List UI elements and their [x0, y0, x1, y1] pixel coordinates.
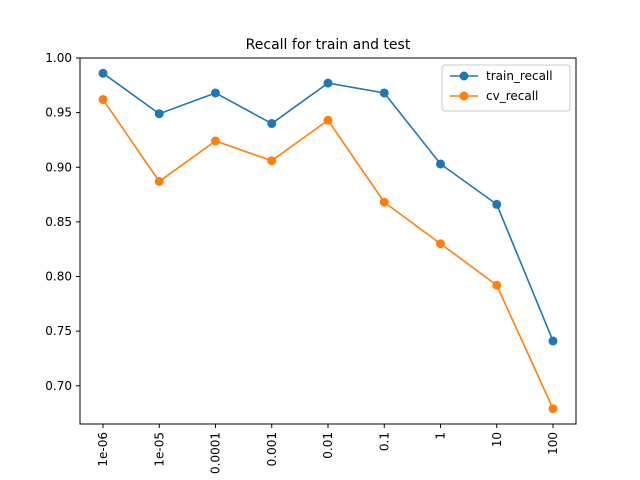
- y-tick-label: 0.90: [45, 160, 72, 174]
- data-point-cv_recall: [379, 197, 389, 207]
- x-tick-label: 1e-05: [152, 432, 166, 467]
- data-point-train_recall: [154, 109, 164, 119]
- x-tick-label: 100: [546, 432, 560, 455]
- data-point-train_recall: [548, 336, 558, 346]
- data-point-cv_recall: [211, 136, 220, 146]
- series-layer: [98, 68, 558, 414]
- data-point-cv_recall: [436, 239, 445, 249]
- y-tick-label: 1.00: [45, 51, 72, 65]
- data-point-cv_recall: [548, 404, 558, 414]
- y-tick-label: 0.85: [45, 215, 72, 229]
- x-tick-label: 1: [434, 432, 448, 440]
- data-point-train_recall: [267, 119, 277, 129]
- legend-marker-cv_recall: [459, 91, 469, 101]
- x-tick-label: 0.0001: [209, 432, 223, 474]
- axis-ticks-layer: 0.70 0.75 0.80 0.85 0.90 0.95 1.00 1e-06 1e-05 0.…: [45, 51, 560, 474]
- data-point-train_recall: [379, 88, 389, 98]
- data-point-train_recall: [492, 199, 502, 209]
- data-point-cv_recall: [492, 280, 502, 290]
- x-tick-label: 10: [490, 432, 504, 447]
- data-point-cv_recall: [98, 95, 108, 105]
- y-tick-label: 0.70: [45, 379, 72, 393]
- x-tick-label: 1e-06: [96, 432, 110, 467]
- x-tick-label: 0.01: [321, 432, 335, 459]
- plot-area-background: [80, 58, 576, 424]
- data-point-cv_recall: [267, 156, 277, 166]
- plot-area-frame: [79, 57, 577, 425]
- legend-label-train_recall: train_recall: [486, 69, 553, 83]
- data-point-train_recall: [323, 78, 333, 88]
- x-tick-label: 0.001: [265, 432, 279, 466]
- legend-label-cv_recall: cv_recall: [486, 89, 538, 103]
- legend: train_recall cv_recall: [441, 64, 571, 112]
- chart-title: Recall for train and test: [246, 37, 411, 53]
- x-tick-label: 0.1: [377, 432, 391, 451]
- data-point-train_recall: [436, 159, 445, 169]
- data-point-cv_recall: [323, 115, 333, 125]
- y-tick-label: 0.95: [45, 106, 72, 120]
- legend-marker-train_recall: [459, 71, 469, 81]
- data-point-train_recall: [98, 68, 108, 78]
- data-point-cv_recall: [154, 176, 164, 186]
- y-tick-label: 0.75: [45, 324, 72, 338]
- data-point-train_recall: [211, 88, 220, 98]
- y-tick-label: 0.80: [45, 270, 72, 284]
